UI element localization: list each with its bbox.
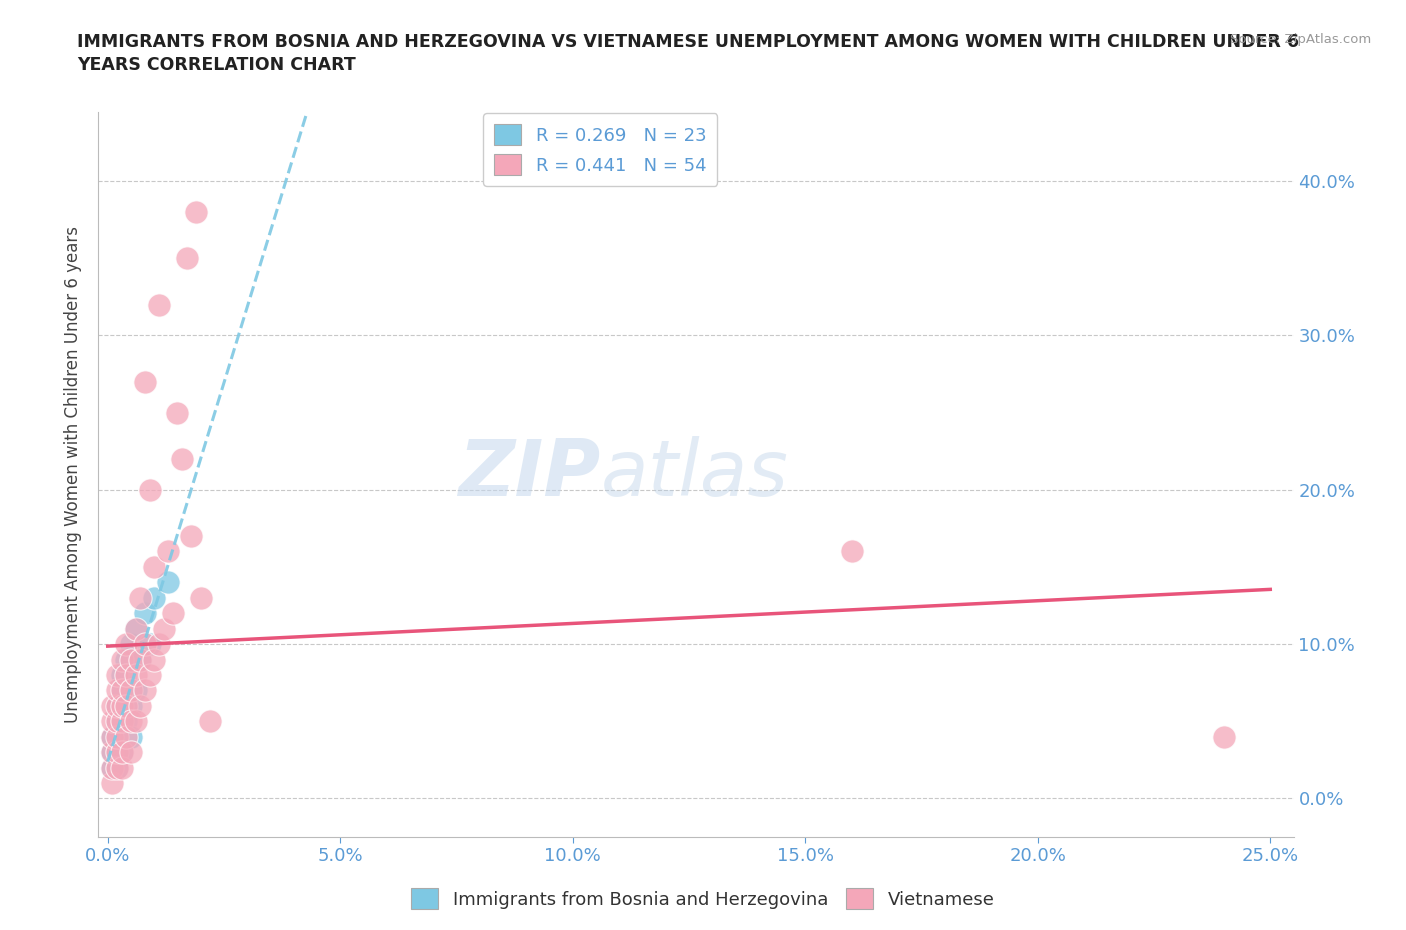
Point <box>143 652 166 667</box>
Text: ZIP: ZIP <box>458 436 600 512</box>
Point <box>115 668 138 683</box>
Point <box>148 297 170 312</box>
Point <box>120 714 142 729</box>
Point <box>1212 729 1234 744</box>
Point <box>111 683 134 698</box>
Point <box>129 698 152 713</box>
Text: YEARS CORRELATION CHART: YEARS CORRELATION CHART <box>77 56 356 73</box>
Point <box>115 652 138 667</box>
Text: IMMIGRANTS FROM BOSNIA AND HERZEGOVINA VS VIETNAMESE UNEMPLOYMENT AMONG WOMEN WI: IMMIGRANTS FROM BOSNIA AND HERZEGOVINA V… <box>77 33 1299 50</box>
Point <box>101 760 124 775</box>
Point <box>180 528 202 543</box>
Text: atlas: atlas <box>600 436 789 512</box>
Point <box>115 729 138 744</box>
Point <box>143 560 166 575</box>
Point <box>134 637 156 652</box>
Point <box>111 745 134 760</box>
Point <box>120 729 142 744</box>
Point <box>101 745 124 760</box>
Point <box>101 698 124 713</box>
Point <box>124 683 146 698</box>
Point <box>105 714 128 729</box>
Point <box>148 637 170 652</box>
Point <box>134 683 156 698</box>
Point <box>176 251 198 266</box>
Point <box>111 745 134 760</box>
Point <box>138 668 160 683</box>
Point <box>105 668 128 683</box>
Point <box>111 714 134 729</box>
Point <box>162 605 184 620</box>
Point <box>172 451 194 466</box>
Y-axis label: Unemployment Among Women with Children Under 6 years: Unemployment Among Women with Children U… <box>65 226 83 723</box>
Point <box>105 683 128 698</box>
Legend: Immigrants from Bosnia and Herzegovina, Vietnamese: Immigrants from Bosnia and Herzegovina, … <box>404 881 1002 916</box>
Point <box>129 652 152 667</box>
Point <box>115 698 138 713</box>
Point <box>101 776 124 790</box>
Point <box>198 714 221 729</box>
Point <box>138 637 160 652</box>
Point <box>111 668 134 683</box>
Point <box>143 591 166 605</box>
Point <box>105 729 128 744</box>
Point <box>841 544 863 559</box>
Legend: R = 0.269   N = 23, R = 0.441   N = 54: R = 0.269 N = 23, R = 0.441 N = 54 <box>484 113 717 186</box>
Point <box>115 637 138 652</box>
Point <box>111 714 134 729</box>
Point <box>105 698 128 713</box>
Point <box>111 683 134 698</box>
Point <box>105 760 128 775</box>
Point <box>111 652 134 667</box>
Text: Source: ZipAtlas.com: Source: ZipAtlas.com <box>1230 33 1371 46</box>
Point <box>129 652 152 667</box>
Point <box>101 729 124 744</box>
Point <box>190 591 212 605</box>
Point <box>124 621 146 636</box>
Point <box>120 637 142 652</box>
Point <box>134 605 156 620</box>
Point <box>166 405 188 420</box>
Point <box>111 698 134 713</box>
Point <box>105 760 128 775</box>
Point <box>124 714 146 729</box>
Point <box>115 714 138 729</box>
Point <box>124 668 146 683</box>
Point <box>152 621 174 636</box>
Point <box>101 745 124 760</box>
Point <box>101 729 124 744</box>
Point <box>184 205 207 219</box>
Point <box>157 575 180 590</box>
Point <box>101 760 124 775</box>
Point <box>105 745 128 760</box>
Point <box>138 483 160 498</box>
Point <box>120 698 142 713</box>
Point <box>105 745 128 760</box>
Point <box>111 760 134 775</box>
Point <box>120 652 142 667</box>
Point <box>120 745 142 760</box>
Point <box>105 698 128 713</box>
Point <box>134 374 156 389</box>
Point <box>157 544 180 559</box>
Point <box>124 621 146 636</box>
Point <box>129 591 152 605</box>
Point <box>120 683 142 698</box>
Point <box>105 714 128 729</box>
Point <box>101 714 124 729</box>
